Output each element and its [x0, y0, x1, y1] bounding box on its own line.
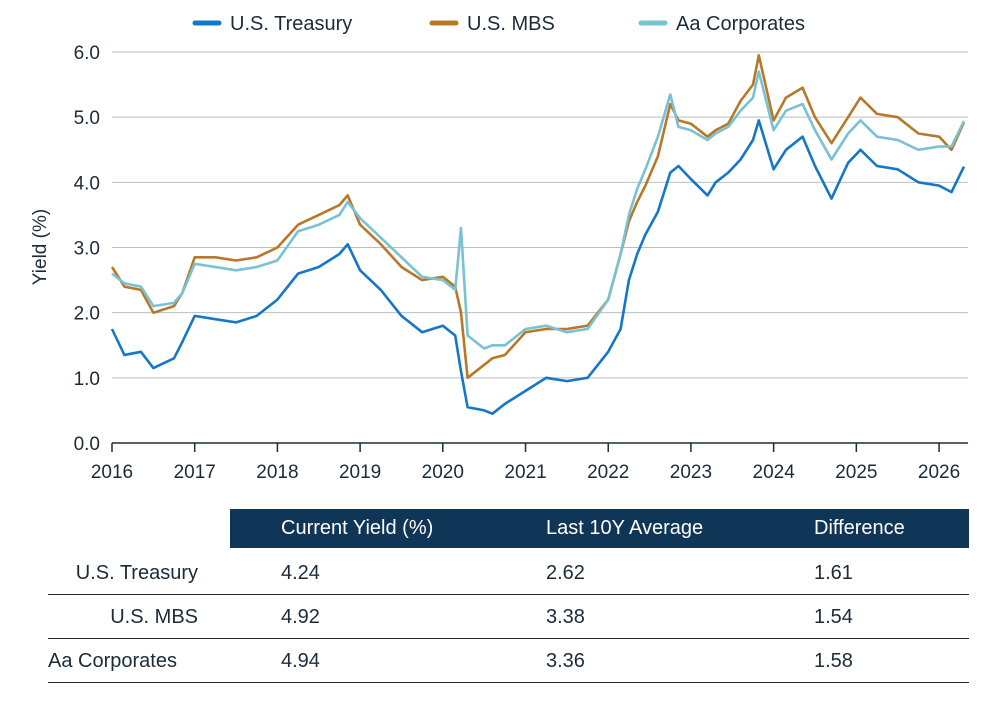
header-difference: Difference [814, 517, 905, 539]
y-tick-label: 4.0 [74, 173, 100, 194]
yield-chart: 0.01.02.03.04.05.06.0 2016 2017 2018 2019 20… [30, 13, 968, 483]
gridlines [112, 51, 968, 379]
average-value: 3.38 [546, 606, 585, 628]
table-row: Aa Corporates 4.94 3.36 1.58 [48, 639, 969, 683]
table-header: Current Yield (%) Last 10Y Average Diffe… [230, 509, 969, 548]
difference-value: 1.54 [814, 606, 853, 628]
legend-label: U.S. Treasury [230, 13, 352, 35]
series-line-u-s-treasury [110, 119, 966, 416]
row-divider [48, 682, 969, 683]
x-tick-label: 2016 [91, 462, 133, 483]
x-axis: 2016 2017 2018 2019 2020 2021 2022 2023 2024 2025… [91, 442, 968, 483]
y-tick-label: 1.0 [74, 369, 100, 390]
x-tick-label: 2020 [422, 462, 464, 483]
row-label: U.S. Treasury [75, 562, 198, 584]
y-tick-label: 5.0 [74, 108, 100, 129]
x-tick-label: 2026 [918, 462, 960, 483]
current-yield-value: 4.94 [281, 650, 320, 672]
x-tick-label: 2024 [753, 462, 796, 483]
y-tick-label: 2.0 [74, 304, 100, 325]
difference-value: 1.58 [814, 650, 853, 672]
current-yield-value: 4.92 [281, 606, 320, 628]
y-tick-label: 6.0 [74, 43, 100, 64]
legend: U.S. Treasury U.S. MBS Aa Corporates [192, 13, 805, 35]
x-tick-label: 2019 [339, 462, 381, 483]
x-tick-label: 2017 [174, 462, 216, 483]
y-axis-title: Yield (%) [30, 209, 51, 285]
table-row: U.S. MBS 4.92 3.38 1.54 [48, 595, 969, 639]
x-tick-label: 2025 [835, 462, 877, 483]
table-row: U.S. Treasury 4.24 2.62 1.61 [48, 551, 969, 595]
row-label: U.S. MBS [110, 606, 198, 628]
legend-item: U.S. Treasury [192, 13, 352, 35]
x-tick-label: 2022 [587, 462, 629, 483]
legend-item: U.S. MBS [429, 13, 555, 35]
legend-label: U.S. MBS [467, 13, 555, 35]
series-lines [110, 53, 966, 416]
row-divider [48, 638, 969, 639]
row-divider [48, 594, 969, 595]
row-label: Aa Corporates [48, 650, 177, 672]
average-value: 3.36 [546, 650, 585, 672]
y-tick-label: 0.0 [74, 434, 100, 455]
y-tick-label: 3.0 [74, 239, 100, 260]
y-axis-tick-labels: 0.0 1.0 2.0 3.0 4.0 5.0 6.0 [74, 43, 100, 455]
header-10y-average: Last 10Y Average [546, 517, 704, 539]
header-current-yield: Current Yield (%) [281, 517, 434, 539]
x-tick-label: 2018 [256, 462, 298, 483]
x-tick-label: 2021 [504, 462, 546, 483]
current-yield-value: 4.24 [281, 562, 320, 584]
average-value: 2.62 [546, 562, 585, 584]
legend-label: Aa Corporates [676, 13, 805, 35]
series-line-aa-corporates [111, 70, 966, 350]
legend-item: Aa Corporates [638, 13, 805, 35]
difference-value: 1.61 [814, 562, 853, 584]
series-line-u-s-mbs [110, 53, 966, 380]
x-tick-label: 2023 [670, 462, 712, 483]
